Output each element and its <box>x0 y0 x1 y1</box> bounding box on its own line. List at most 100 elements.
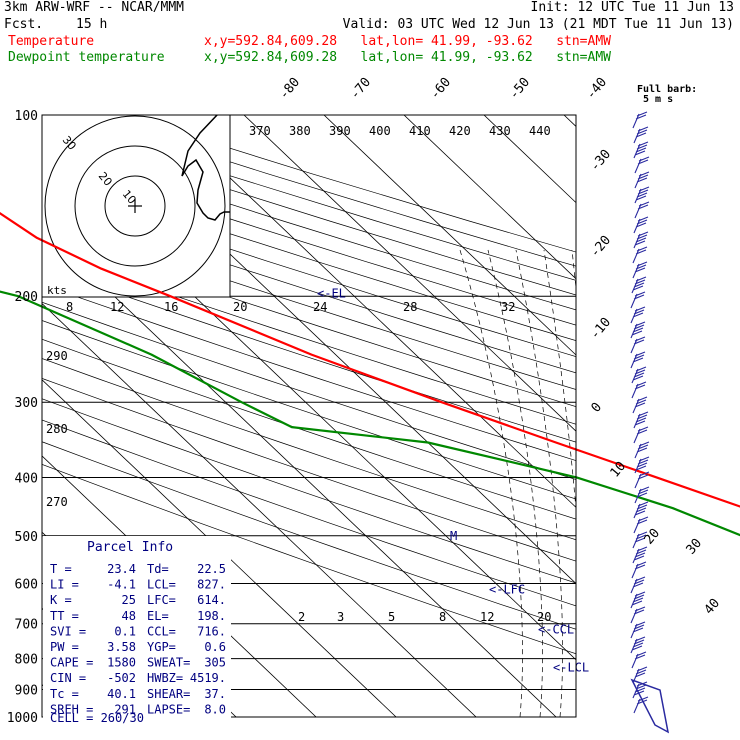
wind-barb <box>633 411 649 429</box>
forecast-hour: 15 h <box>76 17 108 32</box>
isotherm-label: 30 <box>684 536 706 558</box>
mixing-ratio-label: 3 <box>337 610 344 624</box>
hodo-speed-label: 20 <box>233 300 247 314</box>
level-marker: <-LFC <box>489 582 525 596</box>
pressure-tick-label: 1000 <box>7 711 38 726</box>
parcel-value: 827. <box>197 578 226 592</box>
isotherm-label: -10 <box>588 315 615 343</box>
dry-adiabat <box>42 441 576 630</box>
parcel-value: 198. <box>197 609 226 623</box>
isotherm-line <box>563 115 576 127</box>
wind-barb <box>632 246 648 264</box>
hodograph-trace <box>181 115 230 221</box>
parcel-label: CIN = <box>50 671 86 685</box>
parcel-label: SREH = <box>50 702 93 716</box>
parcel-value: 291 <box>114 702 136 716</box>
parcel-value: 22.5 <box>197 562 226 576</box>
parcel-info-panel: Parcel Info T = 23.4 Td= 22.5 LI = -4.1 LCL= 82… <box>43 536 231 721</box>
theta-label: 280 <box>46 422 68 436</box>
wind-barb <box>631 381 647 399</box>
wind-barb <box>631 651 647 669</box>
isotherm-label: 0 <box>589 400 606 416</box>
parcel-label: TT = <box>50 609 79 623</box>
temperature-point-info: x,y=592.84,609.28 lat,lon= 41.99, -93.62… <box>204 34 611 49</box>
dry-adiabat <box>42 463 576 655</box>
valid-time: Valid: 03 UTC Wed 12 Jun 13 (21 MDT Tue … <box>342 17 734 32</box>
wind-barb <box>632 666 648 684</box>
parcel-value: 8.0 <box>204 702 226 716</box>
dry-adiabat <box>42 250 576 425</box>
wind-barb <box>630 351 646 369</box>
parcel-label: LCL= <box>147 578 176 592</box>
dry-adiabat <box>42 378 576 562</box>
mixing-ratio-label: 5 <box>388 610 395 624</box>
pressure-tick-label: 700 <box>15 618 38 633</box>
barb-legend-value: 5 m s <box>643 94 674 105</box>
isotherm-line <box>42 226 557 717</box>
level-marker: <-LCL <box>553 660 589 674</box>
mixing-ratio-label: 12 <box>480 610 494 624</box>
wind-barb-cluster <box>630 678 670 734</box>
level-marker: <-CCL <box>538 623 574 637</box>
wind-barb <box>634 201 650 219</box>
wind-barb <box>630 291 646 309</box>
moist-adiabat <box>459 249 523 717</box>
parcel-value: 305 <box>204 656 226 670</box>
isotherm-line <box>403 115 576 280</box>
dry-adiabat <box>42 301 576 480</box>
isotherm-line <box>724 115 740 717</box>
parcel-label: HWBZ= <box>147 671 183 685</box>
parcel-value: -502 <box>107 671 136 685</box>
hodo-speed-label: 16 <box>164 300 178 314</box>
cell-motion: CELL = 260/30 <box>50 711 144 725</box>
wind-barb <box>634 186 650 204</box>
wind-barb <box>633 516 649 534</box>
theta-label: 290 <box>46 349 68 363</box>
isotherm-line <box>42 303 477 717</box>
theta-label: 380 <box>289 124 311 138</box>
hodograph-units: kts <box>47 284 67 297</box>
dry-adiabat <box>42 398 576 584</box>
isotherm-label: -40 <box>584 75 611 103</box>
mixing-ratio-line <box>665 477 740 717</box>
parcel-label: LAPSE= <box>147 702 190 716</box>
parcel-label: SVI = <box>50 624 86 638</box>
hodo-speed-label: 8 <box>66 300 73 314</box>
isotherm-label: 20 <box>642 526 664 548</box>
dry-adiabat <box>42 186 576 358</box>
temperature-legend: Temperature <box>8 34 95 49</box>
parcel-value: 1580 <box>107 656 136 670</box>
wind-barb <box>634 471 650 489</box>
hodograph-ring-30 <box>44 115 226 297</box>
level-marker: M <box>450 529 457 543</box>
wind-barb <box>630 621 646 639</box>
isotherm-label: -50 <box>507 75 534 103</box>
wind-barb <box>634 456 650 474</box>
parcel-value: 40.1 <box>107 687 136 701</box>
dry-adiabat <box>42 338 576 520</box>
init-time: Init: 12 UTC Tue 11 Jun 13 <box>530 0 735 15</box>
hodo-speed-label: 28 <box>403 300 417 314</box>
moist-adiabat <box>487 249 543 717</box>
wind-barb <box>630 321 646 339</box>
pressure-tick-label: 500 <box>15 530 38 545</box>
wind-barb <box>631 366 647 384</box>
sounding-curves <box>0 212 740 537</box>
parcel-value: 37. <box>204 687 226 701</box>
dry-adiabat <box>42 266 576 443</box>
plot-frame <box>41 114 577 718</box>
wind-barb <box>630 576 646 594</box>
parcel-label: PW = <box>50 640 79 654</box>
moist-adiabat <box>515 249 563 717</box>
parcel-label: T = <box>50 562 72 576</box>
theta-label: 420 <box>449 124 471 138</box>
wind-barb <box>630 591 646 609</box>
parcel-value: 48 <box>122 609 136 623</box>
wind-barb <box>633 126 649 144</box>
isotherm-label: -70 <box>348 75 375 103</box>
isotherm-line <box>243 115 576 432</box>
parcel-value: 0.1 <box>114 624 136 638</box>
dewpoint-point-info: x,y=592.84,609.28 lat,lon= 41.99, -93.62… <box>204 50 611 65</box>
wind-barb <box>630 606 646 624</box>
